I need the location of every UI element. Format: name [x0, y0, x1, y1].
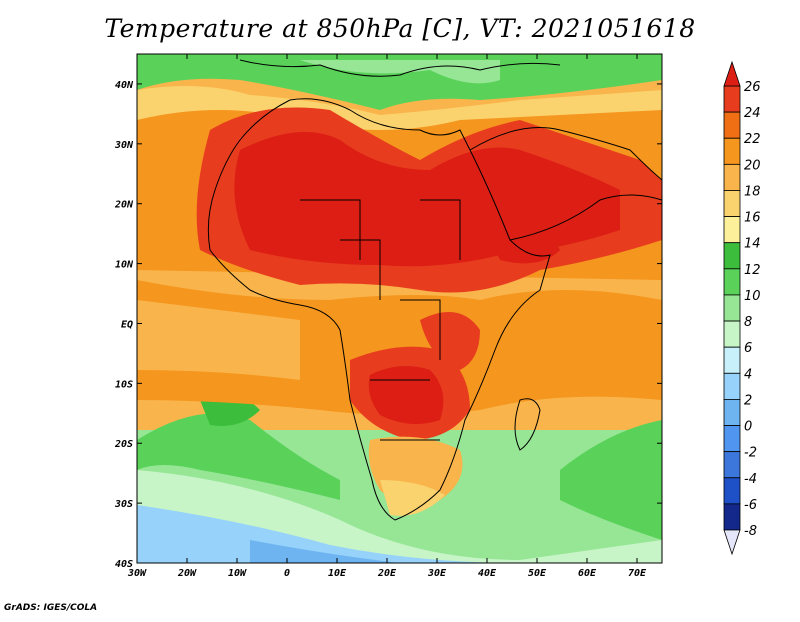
lat-tick-label: EQ [121, 319, 133, 330]
colorbar-label: 22 [744, 132, 761, 147]
lon-tick-label: 60E [578, 568, 597, 579]
lat-tick-label: 40N [115, 80, 134, 91]
colorbar-label: -6 [744, 498, 757, 513]
colorbar-segment [723, 85, 741, 113]
lon-tick-label: 20E [377, 568, 397, 579]
lon-tick-label: 70E [628, 568, 647, 579]
colorbar-segment [723, 477, 741, 505]
colorbar-segment [723, 137, 741, 165]
colorbar-label: 14 [744, 237, 761, 252]
lat-tick-label: 40S [115, 559, 133, 570]
coastlines [207, 59, 662, 521]
colorbar-segment [723, 111, 741, 139]
lat-tick-label: 10N [115, 260, 134, 271]
colorbar-label: 18 [744, 184, 761, 199]
colorbar-segment [723, 372, 741, 400]
colorbar-segment [723, 190, 741, 217]
colorbar-segment [723, 294, 741, 322]
lat-tick-label: 20S [114, 439, 133, 450]
colorbar-label: 6 [744, 341, 752, 356]
colorbar-segment [723, 320, 741, 348]
map-frame [136, 53, 663, 564]
colorbar-segment [723, 425, 741, 453]
colorbar-segment [723, 242, 741, 270]
colorbar-label: 16 [744, 211, 761, 226]
colorbar-label: 4 [744, 367, 752, 382]
colorbar-label: 8 [744, 315, 752, 330]
lon-tick-label: 30E [427, 568, 447, 579]
colorbar-segment [723, 399, 741, 426]
colorbar-label: 20 [744, 158, 761, 173]
latitude-axis: 40N 30N 20N 10N EQ 10S 20S 30S 40S [114, 80, 662, 570]
temperature-field [137, 54, 662, 563]
colorbar-label: 10 [744, 289, 761, 304]
colorbar-label: 0 [744, 420, 752, 435]
map-title: Temperature at 850hPa [C], VT: 202105161… [104, 14, 696, 43]
colorbar-label: 24 [744, 106, 761, 121]
lat-tick-label: 10S [115, 379, 133, 390]
colorbar-label: 2 [744, 393, 752, 408]
longitude-axis: 30W 20W 10W 0 10E 20E 30E 40E 50E 60E 70E [127, 54, 647, 579]
colorbar-top-arrow [723, 60, 741, 87]
lon-tick-label: 40E [478, 568, 497, 579]
lon-tick-label: 30W [127, 568, 147, 579]
colorbar-label: -8 [744, 524, 757, 539]
lat-tick-label: 20N [114, 200, 134, 211]
colorbar-segment [723, 503, 741, 531]
lon-tick-label: 0 [284, 568, 290, 579]
lon-tick-label: 20W [177, 568, 197, 579]
lon-tick-label: 10E [328, 568, 347, 579]
colorbar-segment [723, 346, 741, 374]
colorbar-label: -2 [744, 446, 757, 461]
credit-text: GrADS: IGES/COLA [4, 603, 98, 613]
colorbar-segment [723, 451, 741, 479]
colorbar-segment [723, 216, 741, 244]
colorbar-segment [723, 268, 741, 296]
lon-tick-label: 50E [528, 568, 547, 579]
colorbar-bottom-arrow [723, 529, 741, 556]
lat-tick-label: 30S [114, 499, 133, 510]
lon-tick-label: 10W [228, 568, 247, 579]
colorbar-label: 12 [744, 263, 761, 278]
colorbar-label: 26 [744, 80, 761, 95]
colorbar-label: -4 [744, 472, 757, 487]
lat-tick-label: 30N [114, 140, 134, 151]
colorbar-segment [723, 163, 741, 191]
